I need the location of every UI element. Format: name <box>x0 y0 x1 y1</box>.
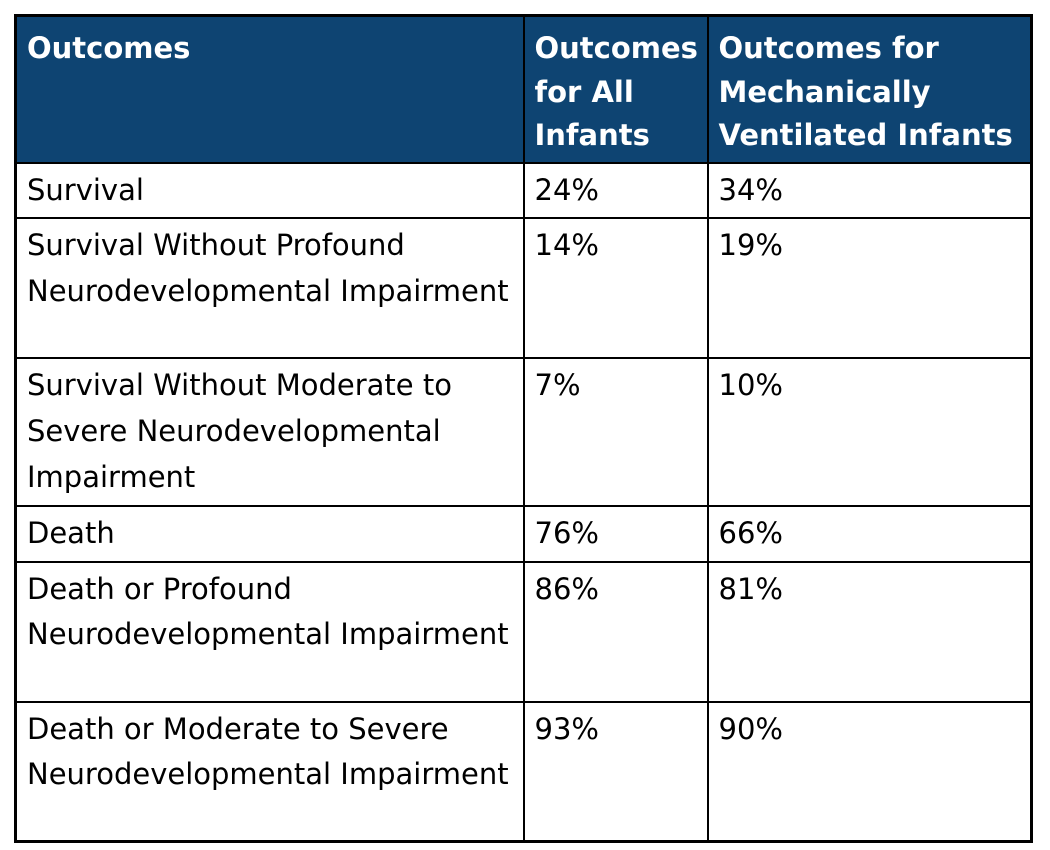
outcome-label: Death <box>14 504 525 563</box>
table-row-death: Death 76% 66% <box>14 504 1033 563</box>
column-header-all-infants: Outcomes for All Infants <box>522 14 709 164</box>
table-row-survival-without-moderate-severe-ndi: Survival Without Moderate to Severe Neur… <box>14 357 1033 507</box>
outcome-label: Survival Without Profound Neurodevelopme… <box>14 217 525 360</box>
all-infants-value: 76% <box>522 504 709 563</box>
ventilated-infants-value: 34% <box>706 161 1033 220</box>
table-row-survival-without-profound-ndi: Survival Without Profound Neurodevelopme… <box>14 217 1033 360</box>
outcome-label: Death or Profound Neurodevelopmental Imp… <box>14 560 525 703</box>
table-row-death-or-moderate-severe-ndi: Death or Moderate to Severe Neurodevelop… <box>14 700 1033 843</box>
ventilated-infants-value: 10% <box>706 357 1033 507</box>
outcomes-table: Outcomes Outcomes for All Infants Outcom… <box>14 14 1033 844</box>
outcome-label: Survival <box>14 161 525 220</box>
column-header-outcomes: Outcomes <box>14 14 525 164</box>
ventilated-infants-value: 19% <box>706 217 1033 360</box>
all-infants-value: 7% <box>522 357 709 507</box>
ventilated-infants-value: 66% <box>706 504 1033 563</box>
all-infants-value: 93% <box>522 700 709 843</box>
all-infants-value: 14% <box>522 217 709 360</box>
all-infants-value: 86% <box>522 560 709 703</box>
header-row: Outcomes Outcomes for All Infants Outcom… <box>14 14 1033 164</box>
outcome-label: Survival Without Moderate to Severe Neur… <box>14 357 525 507</box>
outcome-label: Death or Moderate to Severe Neurodevelop… <box>14 700 525 843</box>
column-header-ventilated-infants: Outcomes for Mechanically Ventilated Inf… <box>706 14 1033 164</box>
table-row-death-or-profound-ndi: Death or Profound Neurodevelopmental Imp… <box>14 560 1033 703</box>
ventilated-infants-value: 81% <box>706 560 1033 703</box>
table-row-survival: Survival 24% 34% <box>14 161 1033 220</box>
all-infants-value: 24% <box>522 161 709 220</box>
ventilated-infants-value: 90% <box>706 700 1033 843</box>
